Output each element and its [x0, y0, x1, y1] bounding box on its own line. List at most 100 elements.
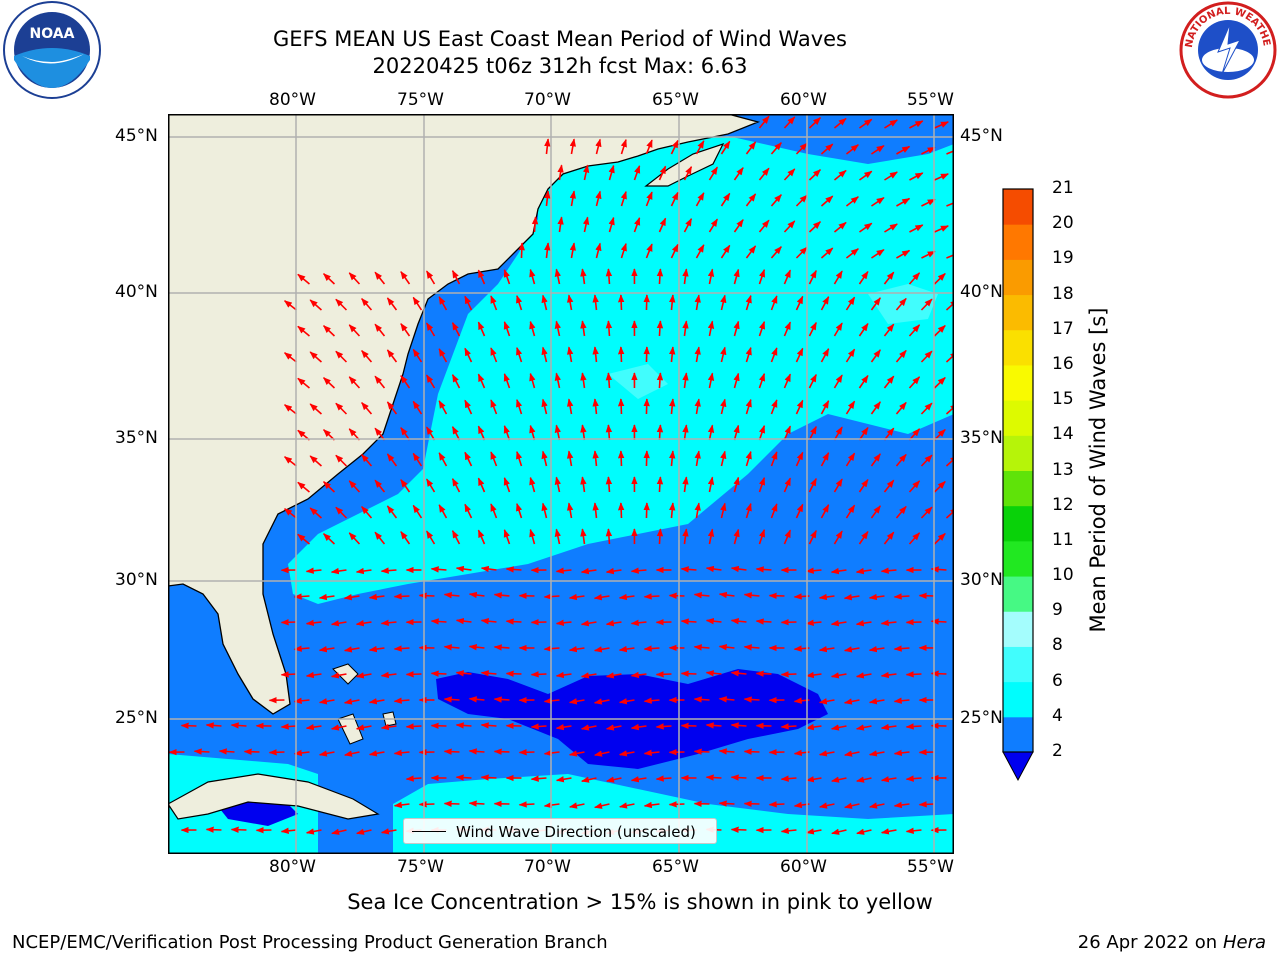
wind-arrow	[630, 619, 647, 626]
wind-arrow	[833, 221, 847, 233]
colorbar-segment	[1003, 646, 1033, 683]
wind-arrow	[477, 425, 486, 441]
noaa-logo-text: NOAA	[30, 26, 75, 42]
wind-arrow	[718, 591, 735, 599]
wind-arrow	[568, 698, 585, 705]
wind-arrow	[464, 451, 473, 467]
wind-arrow	[361, 505, 373, 519]
wind-arrow	[883, 323, 895, 337]
wind-arrow	[518, 242, 525, 259]
wind-arrow	[795, 503, 804, 519]
wind-arrow	[566, 502, 574, 519]
wind-arrow	[643, 801, 660, 809]
wind-arrow	[743, 748, 760, 755]
wind-arrow	[438, 296, 448, 311]
wind-arrow	[477, 477, 486, 493]
wind-arrow	[568, 645, 585, 653]
wind-arrow	[412, 452, 423, 467]
colorbar-tick: 20	[1052, 213, 1074, 234]
wind-arrow	[858, 222, 873, 233]
colorbar-tick: 15	[1052, 389, 1074, 410]
wind-arrow	[905, 723, 922, 730]
land-north-america	[168, 114, 761, 715]
wind-arrow	[655, 723, 672, 730]
wind-arrow	[412, 400, 423, 415]
wind-arrow	[783, 529, 792, 545]
wind-arrow	[905, 827, 922, 834]
wind-arrow	[297, 533, 310, 545]
wind-arrow	[733, 268, 740, 285]
colorbar-segment	[1003, 540, 1033, 577]
wind-arrow	[884, 171, 898, 181]
wind-arrow	[808, 117, 821, 129]
lat-tick-right: 40°N	[960, 282, 1003, 302]
wind-arrow	[335, 506, 348, 519]
wind-arrow	[605, 567, 622, 575]
wind-arrow	[833, 169, 847, 181]
wind-arrow	[305, 567, 322, 574]
wind-arrow	[720, 398, 727, 415]
wind-arrow	[531, 216, 539, 233]
wind-arrow	[426, 530, 436, 545]
wind-arrow	[323, 481, 336, 493]
nws-logo: NATIONAL WEATHER SERVICE	[1178, 0, 1277, 99]
wind-arrow	[908, 272, 921, 285]
wind-arrow	[280, 619, 297, 626]
wind-arrow	[503, 321, 511, 337]
wind-arrow	[280, 827, 297, 835]
wind-arrow	[755, 618, 772, 625]
colorbar-tick: 9	[1052, 600, 1063, 621]
wind-arrow	[343, 646, 360, 653]
wind-arrow	[707, 476, 715, 493]
wind-arrow	[669, 294, 676, 311]
wind-arrow	[605, 724, 622, 731]
lon-tick-top: 65°W	[652, 90, 699, 110]
lon-tick-bottom: 70°W	[524, 857, 571, 877]
wind-arrow	[374, 531, 386, 545]
wind-arrow	[593, 698, 610, 705]
wind-arrow	[451, 373, 461, 389]
wind-arrow	[694, 398, 701, 415]
wind-arrow	[933, 533, 946, 545]
wind-arrow	[720, 192, 731, 207]
wind-arrow	[580, 528, 587, 545]
colorbar-segment	[1003, 224, 1033, 260]
wind-arrow	[808, 321, 817, 337]
wind-arrow	[293, 697, 310, 705]
wind-arrow	[758, 373, 766, 389]
wind-arrow	[580, 567, 597, 575]
wind-arrow	[541, 346, 548, 363]
wind-arrow	[544, 242, 551, 259]
wind-arrow	[843, 698, 860, 705]
wind-arrow	[808, 373, 817, 389]
wind-arrow	[426, 322, 436, 337]
wind-arrow	[605, 476, 613, 493]
wind-arrow	[743, 644, 760, 651]
wind-arrow	[335, 298, 348, 311]
wind-arrow	[680, 566, 697, 573]
wind-arrow	[730, 617, 747, 625]
wind-arrow	[945, 455, 954, 467]
wind-arrow	[451, 321, 461, 337]
wind-arrow	[374, 323, 386, 337]
wind-arrow	[355, 724, 372, 731]
wind-arrow	[633, 217, 641, 233]
wind-arrow	[554, 268, 562, 285]
wind-arrow	[805, 828, 822, 835]
wind-arrow	[883, 479, 895, 493]
wind-arrow	[707, 372, 715, 389]
wind-arrow	[820, 400, 830, 415]
wind-arrow	[871, 197, 885, 207]
wind-arrow	[730, 722, 747, 729]
wind-arrow	[770, 451, 778, 467]
wind-arrow	[682, 424, 689, 441]
lon-tick-bottom: 80°W	[269, 857, 316, 877]
wind-arrow	[503, 269, 511, 285]
wind-arrow	[745, 193, 757, 207]
wind-arrow	[335, 350, 348, 363]
wind-arrow	[695, 244, 705, 259]
footer-host: Hera	[1222, 932, 1266, 953]
wind-arrow	[438, 504, 448, 519]
wind-arrow	[193, 748, 210, 755]
lon-tick-top: 55°W	[907, 90, 954, 110]
